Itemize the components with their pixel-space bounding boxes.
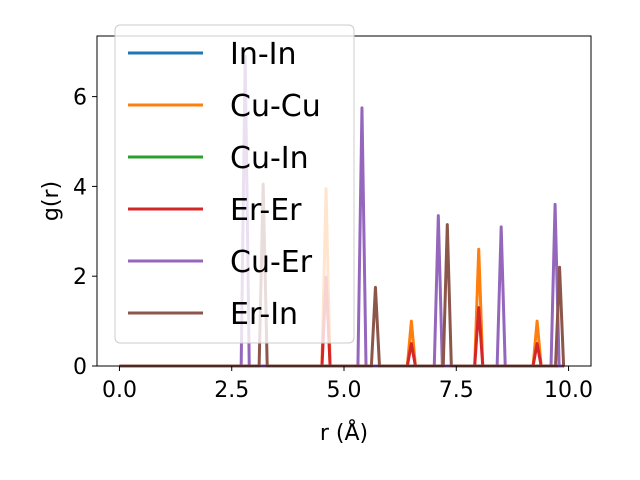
legend-box [114,24,355,344]
legend-entry: Cu-Er [128,245,313,280]
legend-entry: Er-Er [128,193,302,228]
legend: In-In Cu-Cu Cu-In Er-Er Cu-Er Er-In [114,24,355,344]
legend-label: Er-Er [230,193,302,228]
y-tick-label: 4 [73,175,87,200]
x-tick-label: 7.5 [439,378,474,403]
legend-label: Cu-In [230,141,309,176]
x-tick-label: 10.0 [544,378,593,403]
legend-label: Er-In [230,297,298,332]
legend-label: Cu-Er [230,245,313,280]
y-tick-label: 0 [73,355,87,380]
y-axis: 0 2 4 6 [73,86,97,380]
legend-entry: Cu-In [128,141,309,176]
y-tick-label: 2 [73,265,87,290]
x-axis: 0.0 2.5 5.0 7.5 10.0 [102,366,593,403]
x-tick-label: 0.0 [102,378,137,403]
legend-entry: Er-In [128,297,298,332]
y-axis-label: g(r) [39,181,64,221]
legend-label: In-In [230,37,297,72]
legend-entry: Cu-Cu [128,89,321,124]
x-axis-label: r (Å) [320,419,368,446]
x-tick-label: 5.0 [327,378,362,403]
legend-entry: In-In [128,37,297,72]
x-tick-label: 2.5 [214,378,249,403]
legend-label: Cu-Cu [230,89,321,124]
y-tick-label: 6 [73,86,87,111]
